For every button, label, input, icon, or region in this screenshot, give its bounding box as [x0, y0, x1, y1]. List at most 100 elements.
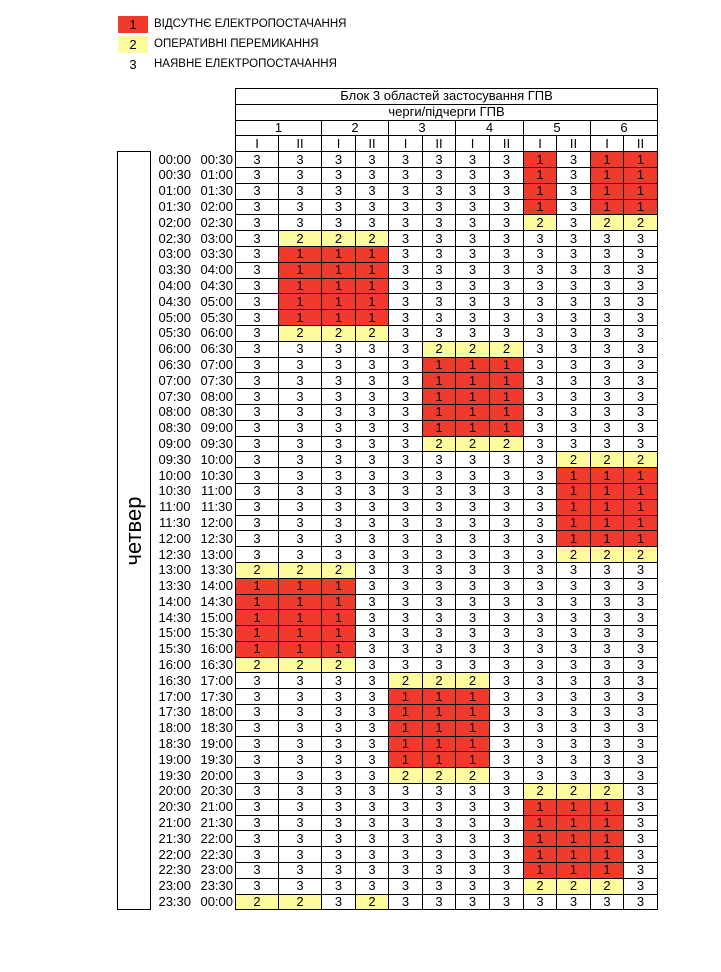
status-cell: 3: [623, 640, 658, 658]
status-cell: 3: [422, 862, 456, 879]
status-cell: 3: [388, 324, 423, 342]
status-cell: 3: [455, 467, 490, 484]
time-from: 10:00: [158, 467, 192, 483]
status-cell: 3: [422, 198, 456, 216]
legend-swatch: 1: [118, 15, 148, 33]
table-row: 08:30 09:00 3 3 3 3 3 1 1 1 3 3 3 3: [118, 419, 658, 437]
queue-group-header: 5: [523, 119, 591, 137]
table-row: 04:30 05:00 3 1 1 1 3 3 3 3 3 3 3 3: [118, 293, 658, 311]
time-to: 01:30: [192, 183, 236, 200]
status-cell: 3: [278, 388, 322, 405]
queue-group-header: 2: [321, 119, 389, 137]
status-cell: 1: [556, 498, 591, 516]
status-cell: 1: [455, 751, 490, 769]
status-cell: 3: [523, 261, 557, 279]
status-cell: 3: [489, 166, 524, 184]
time-from: 18:30: [158, 736, 192, 752]
time-from: 15:30: [158, 641, 192, 657]
status-cell: 3: [422, 893, 456, 911]
time-from: 06:00: [158, 341, 192, 357]
status-cell: 1: [455, 388, 490, 405]
status-cell: 3: [235, 482, 279, 500]
status-cell: 3: [623, 293, 658, 311]
status-cell: 3: [455, 593, 490, 611]
status-cell: 3: [278, 340, 322, 358]
status-cell: 3: [235, 372, 279, 390]
status-cell: 3: [556, 751, 591, 769]
queue-group-header: 3: [388, 119, 456, 137]
status-cell: 3: [455, 151, 490, 168]
status-cell: 1: [590, 814, 624, 832]
table-row: 23:00 23:30 3 3 3 3 3 3 3 3 2 2 2 3: [118, 877, 658, 895]
status-cell: 2: [623, 451, 658, 469]
status-cell: 2: [590, 783, 624, 800]
status-cell: 2: [455, 340, 490, 358]
status-cell: 3: [388, 609, 423, 627]
status-cell: 3: [489, 561, 524, 579]
legend-label: НАЯВНЕ ЕЛЕКТРОПОСТАЧАННЯ: [154, 58, 337, 70]
status-cell: 1: [278, 309, 322, 326]
legend-swatch: 3: [129, 56, 137, 72]
status-cell: 2: [623, 546, 658, 563]
status-cell: 3: [623, 862, 658, 879]
status-cell: 3: [590, 688, 624, 706]
status-cell: 3: [388, 451, 423, 469]
status-cell: 3: [489, 198, 524, 216]
time-from: 05:00: [158, 309, 192, 325]
status-cell: 3: [623, 577, 658, 595]
status-cell: 3: [388, 877, 423, 895]
table-row: 09:30 10:00 3 3 3 3 3 3 3 3 3 2 2 2: [118, 451, 658, 469]
status-cell: 1: [523, 182, 557, 200]
status-cell: 2: [455, 672, 490, 690]
status-cell: 3: [355, 625, 389, 642]
status-cell: 3: [355, 498, 389, 516]
status-cell: 3: [489, 467, 524, 484]
status-cell: 3: [489, 640, 524, 658]
table-row: 07:30 08:00 3 3 3 3 3 1 1 1 3 3 3 3: [118, 388, 658, 405]
status-cell: 1: [321, 609, 356, 627]
status-cell: 3: [556, 356, 591, 374]
status-cell: 3: [388, 277, 423, 295]
status-cell: 1: [523, 798, 557, 816]
status-cell: 3: [455, 561, 490, 579]
status-cell: 3: [523, 514, 557, 532]
status-cell: 3: [278, 182, 322, 200]
status-cell: 3: [523, 403, 557, 421]
status-cell: 3: [523, 309, 557, 326]
status-cell: 3: [489, 814, 524, 832]
status-cell: 3: [623, 261, 658, 279]
status-cell: 3: [278, 530, 322, 548]
status-cell: 3: [235, 340, 279, 358]
status-cell: 3: [556, 309, 591, 326]
status-cell: 3: [235, 214, 279, 232]
status-cell: 3: [321, 356, 356, 374]
time-to: 08:30: [192, 404, 236, 421]
status-cell: 3: [388, 830, 423, 848]
status-cell: 3: [235, 451, 279, 469]
status-cell: 3: [278, 356, 322, 374]
status-cell: 1: [590, 151, 624, 168]
status-cell: 3: [556, 245, 591, 263]
time-to: 03:00: [192, 230, 236, 247]
status-cell: 3: [235, 798, 279, 816]
status-cell: 1: [590, 182, 624, 200]
status-cell: 3: [556, 261, 591, 279]
status-cell: 3: [388, 356, 423, 374]
status-cell: 3: [455, 546, 490, 563]
status-cell: 3: [422, 561, 456, 579]
status-cell: 1: [590, 798, 624, 816]
status-cell: 3: [422, 530, 456, 548]
table-subtitle: черги/підчерги ГПВ: [235, 103, 658, 121]
legend-item-switching: 2 ОПЕРАТИВНІ ПЕРЕМИКАННЯ: [118, 34, 346, 54]
status-cell: 2: [422, 767, 456, 785]
status-cell: 2: [278, 561, 322, 579]
table-row: 00:30 01:00 3 3 3 3 3 3 3 3 1 3 1 1: [118, 166, 658, 184]
status-cell: 3: [278, 877, 322, 895]
status-cell: 3: [489, 688, 524, 706]
status-cell: 3: [489, 530, 524, 548]
status-cell: 3: [235, 419, 279, 437]
status-cell: 1: [556, 467, 591, 484]
status-cell: 3: [455, 893, 490, 911]
status-cell: 3: [523, 704, 557, 721]
status-cell: 3: [623, 672, 658, 690]
